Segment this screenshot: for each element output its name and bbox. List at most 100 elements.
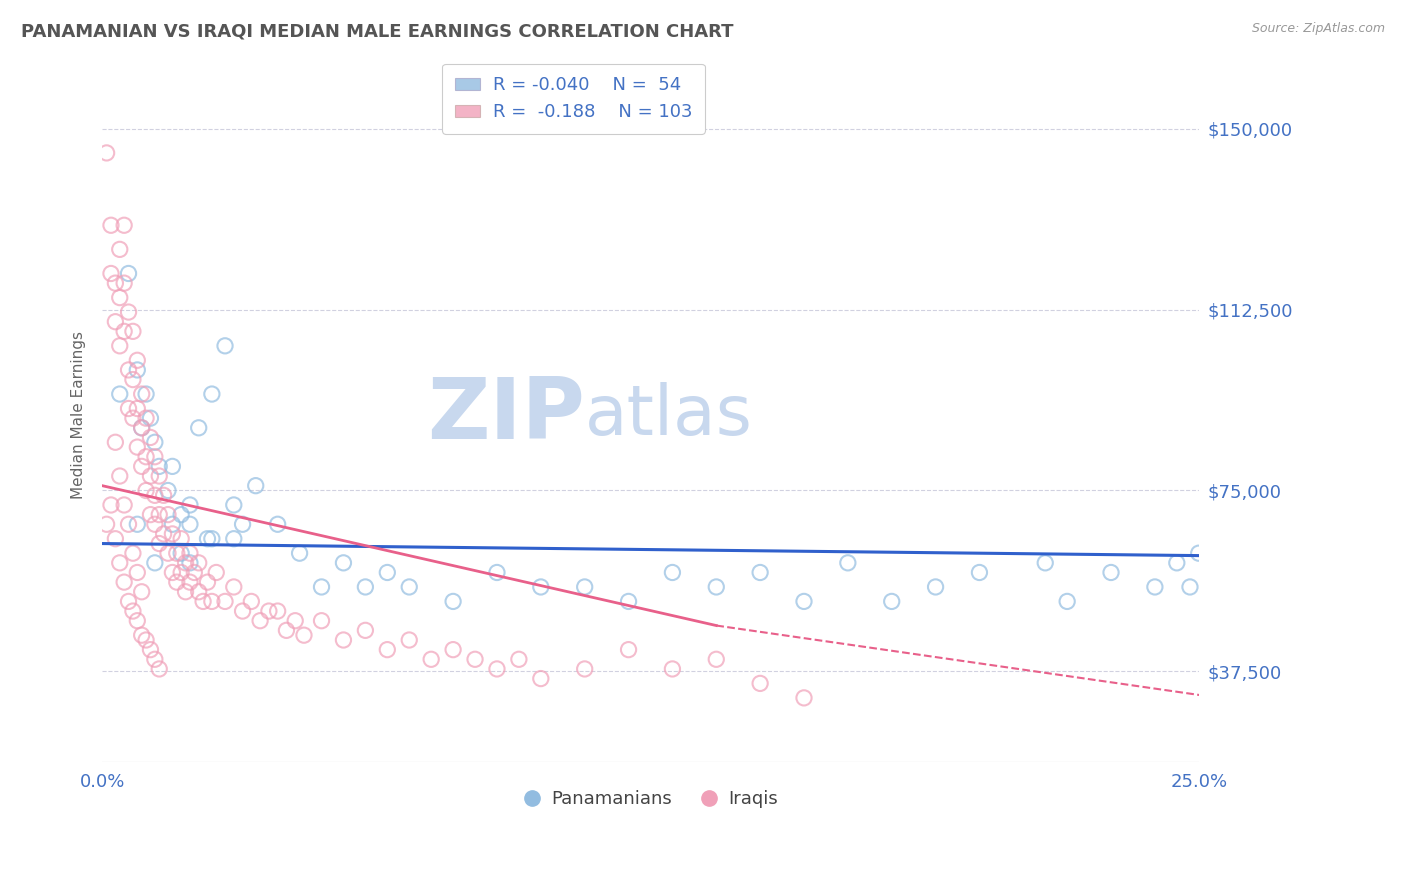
Point	[135, 483, 157, 498]
Point	[617, 594, 640, 608]
Point	[135, 387, 157, 401]
Point	[131, 421, 153, 435]
Point	[127, 566, 149, 580]
Point	[292, 628, 315, 642]
Point	[117, 401, 139, 416]
Point	[104, 532, 127, 546]
Point	[420, 652, 443, 666]
Point	[485, 566, 508, 580]
Point	[464, 652, 486, 666]
Point	[143, 435, 166, 450]
Point	[179, 517, 201, 532]
Point	[1056, 594, 1078, 608]
Point	[704, 652, 727, 666]
Point	[139, 642, 162, 657]
Point	[108, 243, 131, 257]
Y-axis label: Median Male Earnings: Median Male Earnings	[72, 331, 86, 500]
Point	[127, 517, 149, 532]
Point	[135, 632, 157, 647]
Point	[574, 662, 596, 676]
Point	[131, 584, 153, 599]
Point	[924, 580, 946, 594]
Point	[117, 517, 139, 532]
Point	[1099, 566, 1122, 580]
Point	[201, 387, 224, 401]
Point	[187, 556, 209, 570]
Point	[332, 556, 354, 570]
Point	[284, 614, 307, 628]
Point	[201, 594, 224, 608]
Point	[530, 672, 553, 686]
Point	[880, 594, 903, 608]
Point	[117, 305, 139, 319]
Point	[96, 517, 118, 532]
Point	[266, 604, 288, 618]
Point	[179, 556, 201, 570]
Point	[398, 580, 420, 594]
Point	[249, 614, 271, 628]
Point	[112, 498, 135, 512]
Point	[179, 546, 201, 560]
Point	[162, 566, 184, 580]
Point	[108, 469, 131, 483]
Point	[156, 483, 179, 498]
Point	[148, 459, 170, 474]
Point	[148, 662, 170, 676]
Point	[112, 219, 135, 233]
Point	[131, 459, 153, 474]
Point	[104, 315, 127, 329]
Point	[162, 517, 184, 532]
Point	[311, 580, 333, 594]
Point	[441, 642, 464, 657]
Point	[749, 566, 772, 580]
Legend: Panamanians, Iraqis: Panamanians, Iraqis	[516, 782, 786, 815]
Point	[174, 556, 197, 570]
Text: Source: ZipAtlas.com: Source: ZipAtlas.com	[1251, 22, 1385, 36]
Point	[187, 584, 209, 599]
Point	[152, 527, 174, 541]
Point	[222, 532, 245, 546]
Point	[122, 546, 145, 560]
Point	[661, 566, 683, 580]
Point	[214, 594, 236, 608]
Point	[214, 339, 236, 353]
Point	[704, 580, 727, 594]
Point	[749, 676, 772, 690]
Point	[187, 421, 209, 435]
Point	[122, 324, 145, 338]
Point	[179, 575, 201, 590]
Point	[245, 478, 267, 492]
Point	[170, 508, 193, 522]
Point	[266, 517, 288, 532]
Text: ZIP: ZIP	[427, 374, 585, 457]
Point	[617, 642, 640, 657]
Point	[162, 459, 184, 474]
Point	[197, 532, 219, 546]
Text: PANAMANIAN VS IRAQI MEDIAN MALE EARNINGS CORRELATION CHART: PANAMANIAN VS IRAQI MEDIAN MALE EARNINGS…	[21, 22, 734, 40]
Point	[100, 267, 122, 281]
Point	[574, 580, 596, 594]
Point	[222, 498, 245, 512]
Point	[1033, 556, 1056, 570]
Point	[131, 387, 153, 401]
Point	[508, 652, 530, 666]
Point	[1143, 580, 1166, 594]
Point	[127, 363, 149, 377]
Point	[108, 339, 131, 353]
Point	[156, 546, 179, 560]
Point	[1188, 546, 1211, 560]
Point	[156, 508, 179, 522]
Point	[354, 580, 377, 594]
Point	[201, 532, 224, 546]
Point	[170, 566, 193, 580]
Point	[139, 411, 162, 425]
Point	[1178, 580, 1201, 594]
Point	[232, 517, 254, 532]
Point	[143, 488, 166, 502]
Point	[122, 604, 145, 618]
Point	[441, 594, 464, 608]
Point	[332, 632, 354, 647]
Point	[127, 401, 149, 416]
Point	[174, 584, 197, 599]
Point	[183, 566, 205, 580]
